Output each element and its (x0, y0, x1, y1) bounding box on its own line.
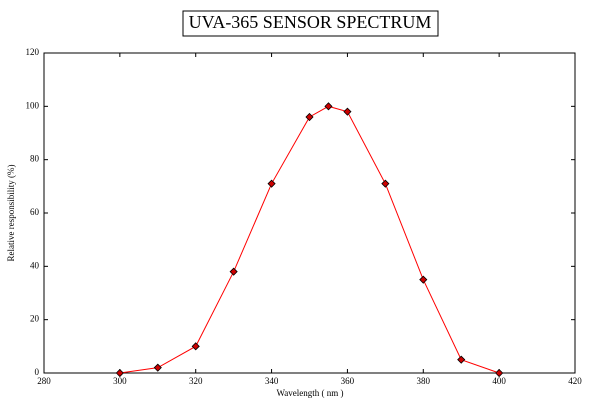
data-point (381, 179, 390, 188)
x-tick-label: 400 (492, 376, 506, 386)
x-axis-label: Wavelength ( nm ) (276, 388, 343, 398)
data-point (324, 102, 333, 111)
x-tick-label: 280 (37, 376, 51, 386)
y-axis-label: Relative responsibility (%) (6, 165, 16, 262)
plot-frame (43, 52, 576, 374)
chart-title: UVA-365 SENSOR SPECTRUM (189, 12, 432, 32)
y-tick-label: 100 (26, 100, 40, 110)
x-tick-label: 320 (189, 376, 203, 386)
y-tick-label: 120 (26, 47, 40, 57)
y-tick-label: 60 (30, 207, 40, 217)
data-point (343, 107, 352, 116)
data-point (419, 275, 428, 284)
y-tick-label: 0 (35, 367, 40, 377)
data-point (495, 368, 504, 378)
data-point (153, 363, 162, 372)
x-tick-label: 340 (265, 376, 279, 386)
data-point (457, 355, 466, 364)
data-point (267, 179, 276, 188)
data-point (229, 267, 238, 276)
data-point (191, 342, 200, 351)
x-tick-label: 300 (113, 376, 127, 386)
data-point (115, 368, 124, 378)
x-tick-label: 360 (341, 376, 355, 386)
data-line (119, 105, 500, 374)
y-tick-label: 80 (30, 154, 40, 164)
y-tick-label: 20 (30, 314, 40, 324)
y-tick-label: 40 (30, 260, 40, 270)
data-point (305, 112, 314, 122)
x-tick-label: 420 (568, 376, 582, 386)
title-box (182, 10, 439, 37)
x-tick-label: 380 (417, 376, 431, 386)
